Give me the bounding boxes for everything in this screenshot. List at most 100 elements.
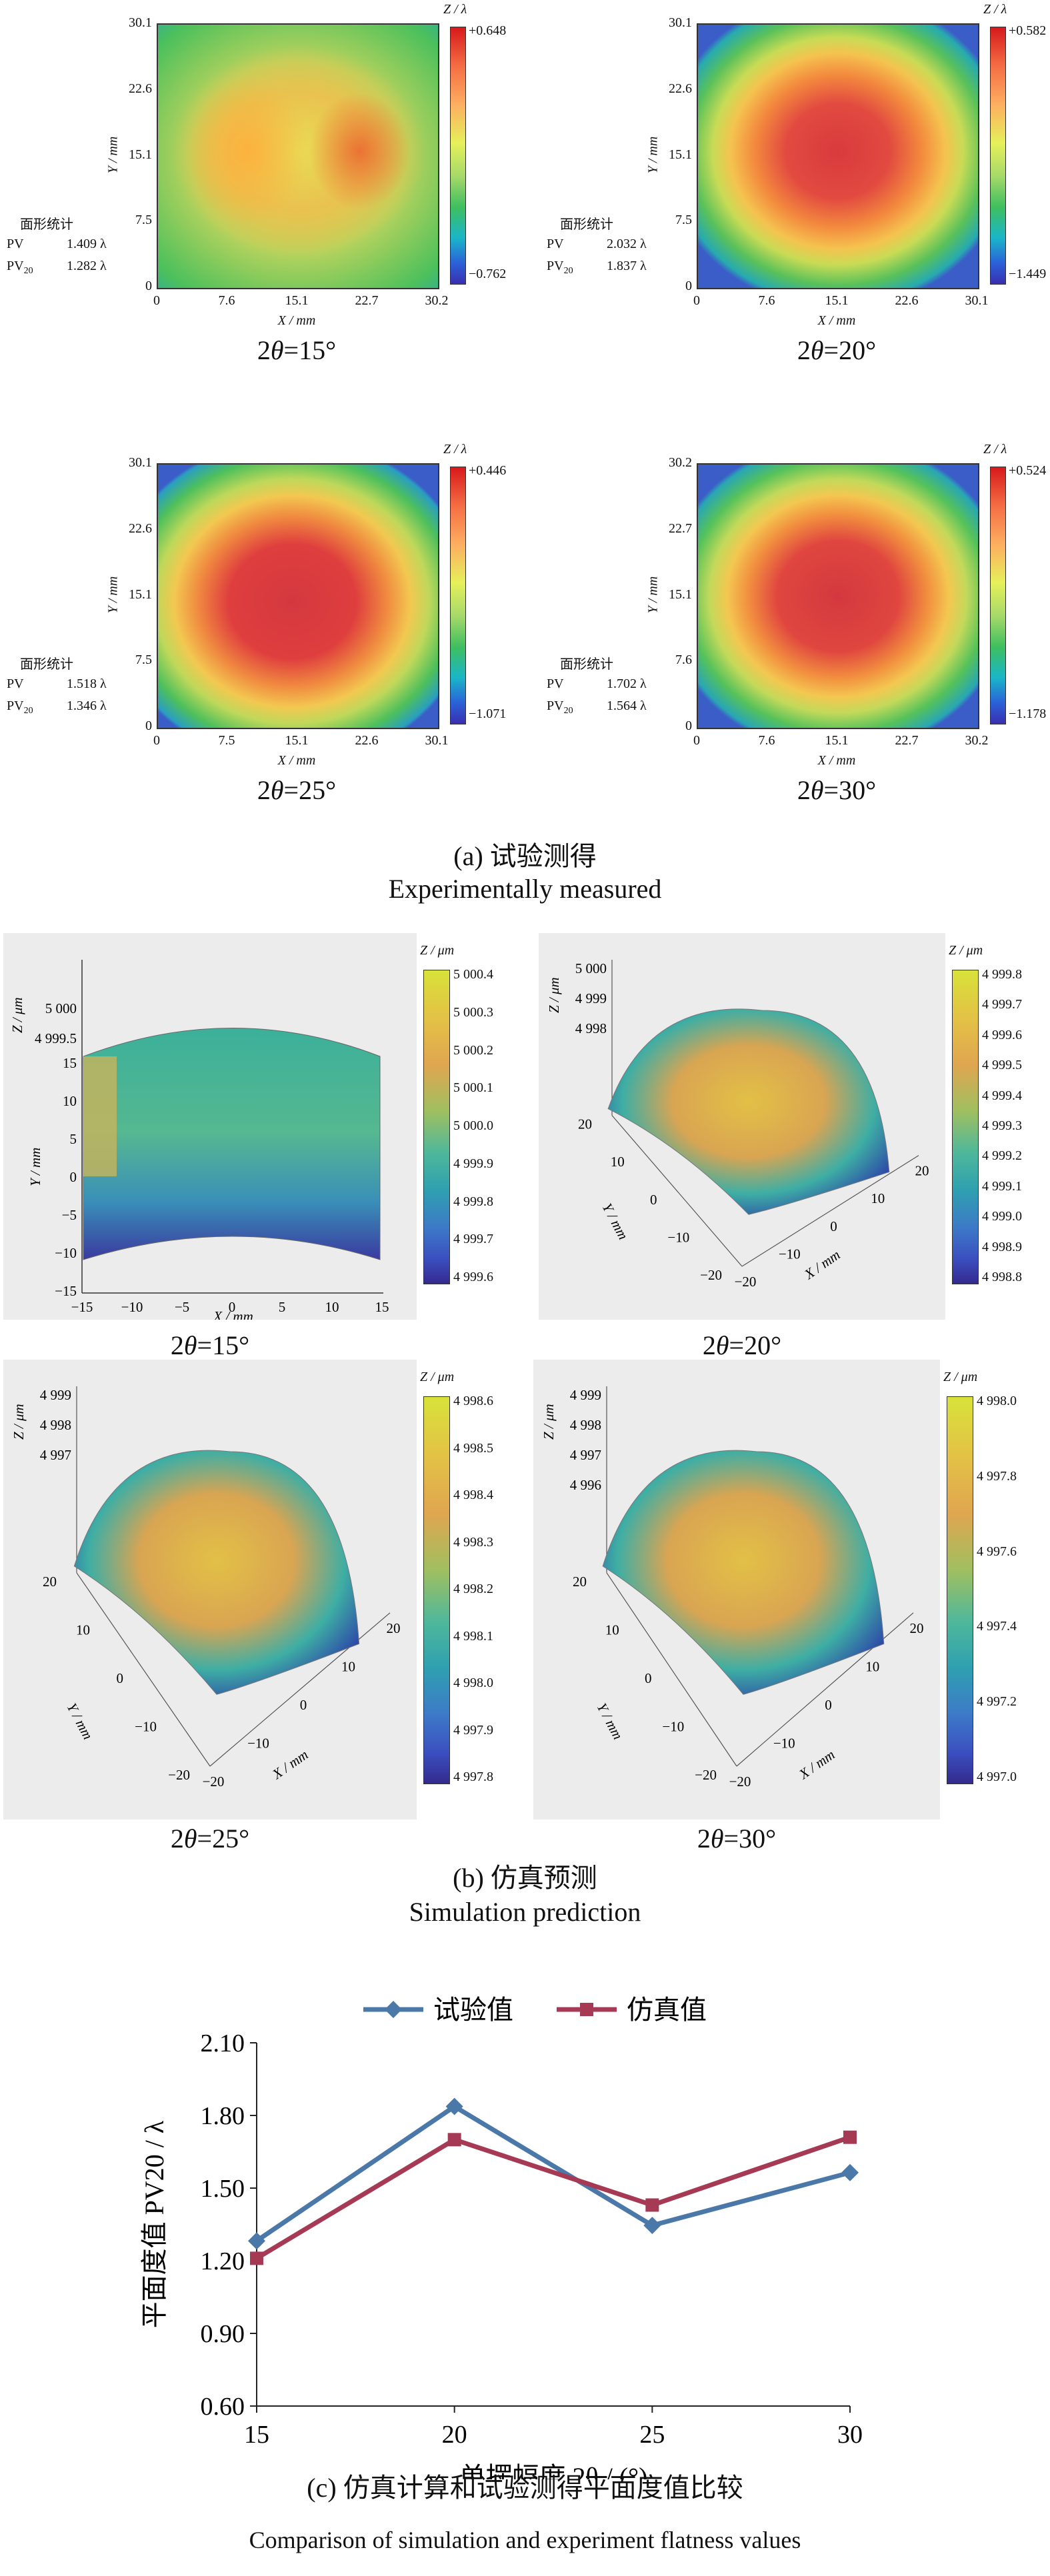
y-tick-label: 0 (117, 1670, 124, 1686)
panel-angle-label: 2θ=15° (170, 1330, 250, 1360)
y-tick-label: 1.80 (201, 2102, 245, 2130)
caption-c-cn: (c) 仿真计算和试验测得平面度值比较 (307, 2473, 743, 2503)
y-tick-label: 0 (145, 718, 152, 733)
heatmap (697, 463, 979, 729)
colorbar-tick-label: 4 997.0 (977, 1770, 1017, 1784)
colorbar-max: +0.446 (469, 463, 507, 478)
pv-label: PV (7, 237, 24, 251)
y-tick-label: 20 (578, 1116, 592, 1132)
y-tick-label: 30.1 (669, 15, 692, 30)
y-tick-label: 15.1 (669, 147, 692, 162)
z-tick-label: 4 998 (40, 1417, 71, 1433)
pv-value: 1.702 λ (607, 676, 647, 691)
z-axis-label: Z / μm (11, 1404, 27, 1440)
x-tick-label: 15.1 (825, 733, 849, 748)
x-tick-label: 0 (825, 1697, 832, 1713)
panel-angle-label: 2θ=25° (257, 775, 337, 805)
colorbar (952, 970, 979, 1284)
pv20-value: 1.346 λ (67, 698, 107, 713)
x-tick-label: 0 (830, 1218, 837, 1234)
x-tick-label: 0 (300, 1697, 307, 1713)
x-tick-label: −20 (729, 1774, 751, 1790)
data-point (645, 2198, 659, 2212)
stats-title: 面形统计 (560, 657, 613, 672)
pv20-label: PV20 (547, 698, 573, 716)
panel-angle-label: 2θ=15° (257, 335, 337, 365)
surface-shape (602, 1450, 885, 1695)
x-tick-label: 10 (341, 1658, 355, 1674)
surface-shape (73, 1450, 360, 1695)
colorbar-tick-label: 4 999.3 (982, 1118, 1022, 1133)
x-tick-label: 20 (910, 1620, 924, 1636)
pv-label: PV (7, 676, 24, 691)
stats-title: 面形统计 (20, 657, 73, 672)
x-tick-label: 22.6 (355, 733, 379, 748)
colorbar-tick-label: 4 998.9 (982, 1239, 1022, 1254)
colorbar (423, 970, 450, 1284)
heatmap (157, 463, 439, 729)
y-tick-label: −10 (135, 1718, 157, 1734)
colorbar-min: −1.071 (469, 706, 507, 721)
caption-b-cn: (b) 仿真预测 (453, 1863, 597, 1893)
x-tick-label: −20 (203, 1774, 225, 1790)
y-tick-label: 2.10 (201, 2029, 245, 2057)
colorbar-tick-label: 4 998.3 (453, 1534, 493, 1550)
pv20-label: PV20 (547, 259, 573, 276)
y-axis-label: Y / mm (599, 1200, 632, 1242)
y-tick-label: −5 (62, 1207, 77, 1223)
data-point (643, 2216, 661, 2234)
colorbar-tick-label: 4 997.4 (977, 1619, 1017, 1634)
colorbar-tick-label: 4 999.8 (453, 1194, 493, 1209)
x-tick-label: 15 (244, 2421, 269, 2449)
y-tick-label: 30.1 (129, 455, 152, 470)
colorbar-tick-label: 4 998.0 (453, 1676, 493, 1690)
stats-title: 面形统计 (20, 217, 73, 232)
y-tick-label: 22.6 (669, 81, 692, 96)
colorbar-tick-label: 5 000.2 (453, 1042, 493, 1058)
y-tick-label: −10 (667, 1229, 689, 1245)
surface-shape (607, 1008, 890, 1215)
y-tick-label: 10 (76, 1622, 90, 1638)
legend-label: 试验值 (433, 1995, 513, 2025)
y-tick-label: 22.7 (669, 521, 692, 536)
colorbar-tick-label: 4 997.9 (453, 1722, 493, 1738)
y-tick-label: −10 (55, 1245, 77, 1261)
colorbar-tick-label: 4 999.6 (453, 1270, 493, 1284)
colorbar-min: −1.178 (1009, 706, 1047, 721)
y-axis-label: Y / mm (105, 576, 121, 613)
y-tick-label: 15.1 (129, 587, 152, 602)
x-tick-label: −10 (121, 1299, 143, 1315)
colorbar-tick-label: 4 999.7 (453, 1232, 493, 1247)
y-axis-label: Y / mm (645, 576, 661, 613)
pv-label: PV (547, 676, 564, 691)
panel-angle-label: 2θ=20° (797, 335, 877, 365)
x-tick-label: 22.6 (895, 293, 919, 308)
z-tick-label: 4 998 (575, 1020, 607, 1036)
y-tick-label: 30.2 (669, 455, 692, 470)
surface-shape (83, 1056, 117, 1176)
colorbar-tick-label: 4 997.2 (977, 1694, 1017, 1710)
x-tick-label: 25 (639, 2421, 665, 2449)
z-tick-label: 4 996 (570, 1477, 601, 1493)
colorbar-tick-label: 4 999.9 (453, 1156, 493, 1171)
z-tick-label: 4 997 (40, 1447, 71, 1463)
y-tick-label: 7.5 (135, 213, 152, 228)
x-axis-label: X / mm (817, 753, 856, 768)
x-axis-label: X / mm (817, 313, 856, 328)
surface-plot: 4 999 4 998 4 997 4 996 Z / μm 20 10 0 −10 −20 Y /… (541, 1386, 924, 1790)
z-axis-label: Z / μm (546, 977, 562, 1013)
x-axis-label: X / mm (269, 1746, 311, 1782)
z-axis-label: Z / μm (9, 997, 25, 1033)
panel-angle-label: 2θ=20° (702, 1330, 782, 1360)
axis-line (736, 1612, 914, 1767)
stats-title: 面形统计 (560, 217, 613, 232)
colorbar-title: Z / λ (983, 442, 1007, 457)
x-tick-label: 7.6 (218, 293, 235, 308)
y-tick-label: 15 (63, 1055, 77, 1071)
x-axis-label: X / mm (277, 753, 316, 768)
y-tick-label: 0.60 (201, 2393, 245, 2421)
y-tick-label: 0 (145, 279, 152, 293)
colorbar-tick-label: 4 998.5 (453, 1440, 493, 1456)
pv20-value: 1.564 λ (607, 698, 647, 713)
